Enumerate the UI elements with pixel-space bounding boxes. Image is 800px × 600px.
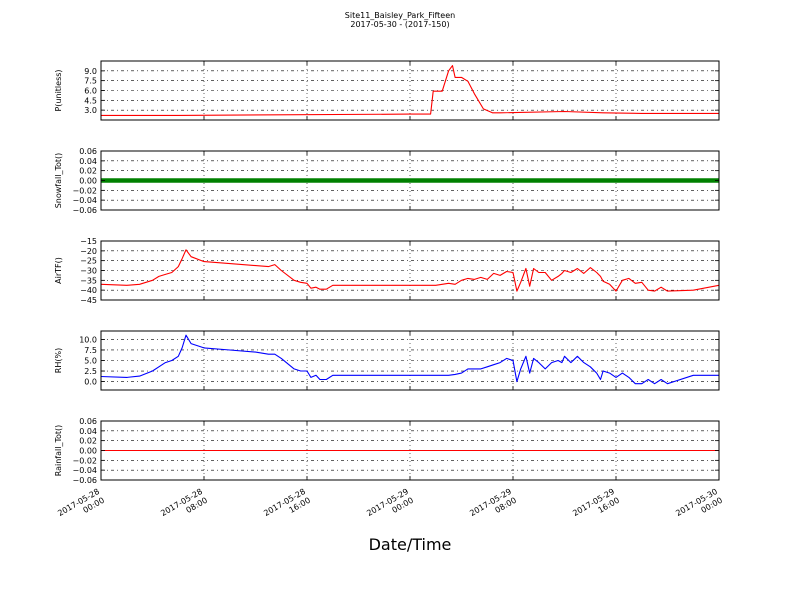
y-axis-label: Snowfall_Tot() <box>54 153 63 209</box>
x-tick-label: 2017-05-2908:00 <box>468 487 518 527</box>
y-tick-label: 0.00 <box>79 177 97 186</box>
y-tick-label: −0.02 <box>72 186 97 195</box>
y-tick-label: −45 <box>80 296 97 305</box>
y-tick-label: 9.0 <box>84 67 97 76</box>
y-tick-label: −0.06 <box>72 206 97 215</box>
data-series-line-0 <box>101 65 719 116</box>
x-axis-label: Date/Time <box>369 535 452 554</box>
y-axis-label: RH(%) <box>54 348 63 373</box>
y-tick-label: 3.0 <box>84 106 97 115</box>
x-tick-label: 2017-05-3000:00 <box>674 487 724 527</box>
y-tick-label: 10.0 <box>79 335 97 344</box>
y-tick-label: −20 <box>80 247 97 256</box>
x-tick-label: 2017-05-2916:00 <box>571 487 621 527</box>
chart-subtitle: 2017-05-30 - (2017-150) <box>350 20 450 29</box>
y-tick-label: −40 <box>80 286 97 295</box>
y-tick-label: 7.5 <box>84 346 97 355</box>
chart-title: Site11_Baisley_Park_Fifteen <box>344 11 456 20</box>
y-tick-label: 0.02 <box>79 437 97 446</box>
y-tick-label: −30 <box>80 267 97 276</box>
y-tick-label: −0.04 <box>72 466 97 475</box>
y-tick-label: 7.5 <box>84 77 97 86</box>
x-tick-label: 2017-05-2808:00 <box>159 487 209 527</box>
y-tick-label: 0.00 <box>79 447 97 456</box>
y-tick-label: 6.0 <box>84 87 97 96</box>
y-tick-label: −0.02 <box>72 456 97 465</box>
data-series-line-0 <box>101 334 719 385</box>
y-tick-label: 4.5 <box>84 96 97 105</box>
y-tick-label: 2.5 <box>84 367 97 376</box>
panel-3: 0.0 2.55.0 7.5 10.0 RH(%) <box>54 330 720 391</box>
y-tick-label: 0.06 <box>79 147 97 156</box>
x-tick-label: 2017-05-2900:00 <box>365 487 415 527</box>
y-tick-label: −0.06 <box>72 476 97 485</box>
y-tick-label: −25 <box>80 257 97 266</box>
y-tick-label: −35 <box>80 276 97 285</box>
y-axis-label: P(unitless) <box>54 69 63 111</box>
y-tick-label: −0.04 <box>72 196 97 205</box>
y-tick-label: 0.02 <box>79 167 97 176</box>
x-tick-label: 2017-05-2816:00 <box>262 487 312 527</box>
y-axis-label: Rainfall_Tot() <box>54 425 63 477</box>
y-tick-label: 0.06 <box>79 417 97 426</box>
panel-0: 3.04.56.07.59.0 P(unitless) <box>54 60 720 121</box>
y-tick-label: 5.0 <box>84 357 97 366</box>
y-axis-label: AirTF() <box>54 257 63 284</box>
y-tick-label: −15 <box>80 237 97 246</box>
y-tick-label: 0.04 <box>79 157 97 166</box>
panel-1: −0.06−0.04−0.020.000.020.040.06 Snowfall_… <box>54 147 720 215</box>
x-tick-label: 2017-05-2800:00 <box>56 487 106 527</box>
y-tick-label: 0.04 <box>79 427 97 436</box>
y-tick-label: 0.0 <box>84 378 97 387</box>
panel-4: −0.06−0.04−0.020.000.020.040.06 Rainfall_… <box>54 417 720 485</box>
panel-2: −45−40−35−30−25−20−15 AirTF() <box>54 237 720 305</box>
data-series-line-0 <box>101 249 719 292</box>
